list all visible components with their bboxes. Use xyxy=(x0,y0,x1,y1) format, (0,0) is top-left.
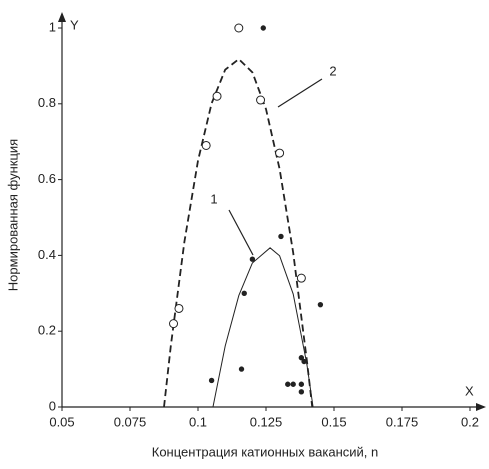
point xyxy=(260,25,266,31)
x-tick-label: 0.2 xyxy=(461,414,479,429)
point xyxy=(249,256,256,262)
point xyxy=(301,358,307,365)
x-tick-label: 0.15 xyxy=(321,414,346,429)
open-point xyxy=(234,23,244,33)
y-tick-label: 0.8 xyxy=(38,95,56,110)
leader-line xyxy=(228,209,254,256)
point xyxy=(285,381,291,387)
open-point xyxy=(212,91,222,101)
x-tick-label: 0.05 xyxy=(49,414,74,429)
open-point xyxy=(174,303,184,313)
point xyxy=(290,381,296,387)
point xyxy=(317,301,324,308)
y-tick-label: 0.2 xyxy=(38,323,56,338)
x-tick-label: 0.125 xyxy=(250,414,283,429)
point xyxy=(278,233,284,240)
y-axis-name: Y xyxy=(70,17,79,32)
y-axis-arrow xyxy=(58,12,66,22)
y-tick-label: 0.6 xyxy=(38,171,56,186)
x-axis-arrow xyxy=(476,403,486,411)
point xyxy=(241,290,247,296)
x-tick-label: 0.1 xyxy=(189,414,207,429)
y-tick-label: 0.4 xyxy=(38,247,56,262)
point xyxy=(298,355,305,361)
point xyxy=(238,366,245,372)
x-tick-label: 0.175 xyxy=(386,414,419,429)
x-tick-label: 0.075 xyxy=(114,414,147,429)
fit-curve xyxy=(163,57,314,408)
open-point xyxy=(201,140,211,150)
x-axis-name: X xyxy=(465,383,474,398)
open-point xyxy=(169,319,179,329)
leader-line xyxy=(277,78,323,108)
y-axis-label: Нормированная функция xyxy=(5,139,20,291)
open-point xyxy=(275,148,285,158)
y-tick-label: 0 xyxy=(49,398,56,413)
point xyxy=(298,381,305,387)
open-point xyxy=(296,273,306,283)
curve-label: 1 xyxy=(210,191,217,206)
curve-label: 2 xyxy=(329,63,336,78)
open-point xyxy=(256,95,266,105)
fit-curve xyxy=(212,247,314,408)
y-tick-label: 1 xyxy=(49,19,56,34)
point xyxy=(298,389,305,395)
x-axis-label: Концентрация катионных вакансий, n xyxy=(152,444,379,459)
point xyxy=(208,377,215,384)
